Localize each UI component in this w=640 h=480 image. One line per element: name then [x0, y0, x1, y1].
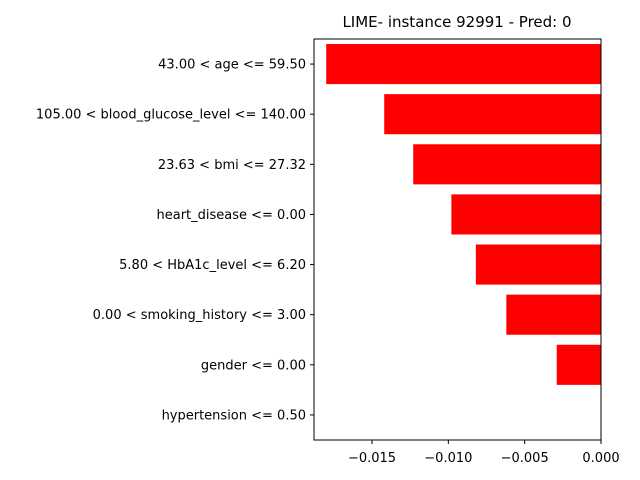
bar-6: [556, 344, 601, 385]
bar-3: [451, 194, 601, 235]
x-tick-label-2: −0.005: [501, 451, 549, 466]
y-tick-label-6: gender <= 0.00: [201, 358, 306, 373]
bar-2: [413, 144, 601, 185]
y-tick-label-7: hypertension <= 0.50: [162, 408, 306, 423]
bar-5: [506, 294, 601, 335]
bars-group: [326, 44, 601, 385]
plot-frame: [313, 38, 602, 441]
y-tick-label-5: 0.00 < smoking_history <= 3.00: [93, 308, 306, 323]
y-tick-label-4: 5.80 < HbA1c_level <= 6.20: [119, 258, 306, 273]
y-tick-label-1: 105.00 < blood_glucose_level <= 140.00: [36, 108, 306, 123]
x-tick-label-0: −0.015: [348, 451, 396, 466]
x-ticks: −0.015 −0.010 −0.005 0.000: [348, 440, 620, 466]
x-tick-label-1: −0.010: [424, 451, 472, 466]
y-tick-label-3: heart_disease <= 0.00: [156, 208, 306, 223]
bar-4: [475, 244, 601, 285]
y-tick-label-2: 23.63 < bmi <= 27.32: [158, 158, 306, 173]
x-tick-label-3: 0.000: [582, 451, 619, 466]
y-tick-label-0: 43.00 < age <= 59.50: [158, 58, 306, 73]
y-tick-labels: 43.00 < age <= 59.50 105.00 < blood_gluco…: [36, 58, 314, 423]
bar-1: [384, 94, 601, 135]
bar-0: [326, 44, 601, 85]
chart-title: LIME- instance 92991 - Pred: 0: [342, 13, 571, 31]
